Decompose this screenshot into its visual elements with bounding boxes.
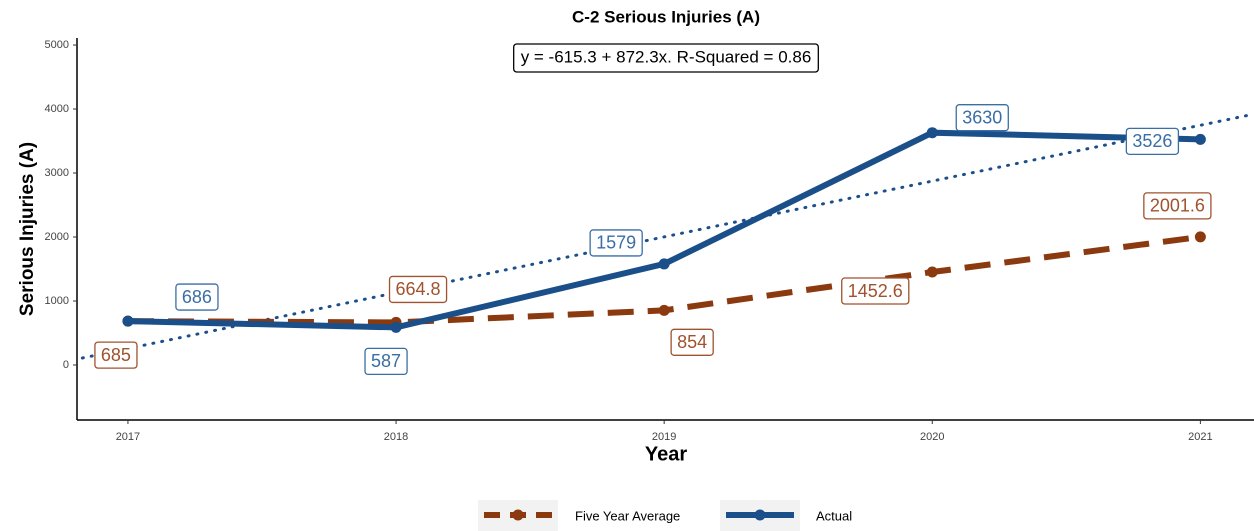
y-tick-label: 5000	[45, 39, 69, 51]
data-label-box	[94, 341, 138, 369]
x-tick-label: 2021	[1188, 431, 1212, 443]
point	[658, 304, 670, 316]
point	[390, 321, 402, 333]
data-label-box	[1125, 127, 1180, 156]
series-line	[127, 129, 1201, 331]
point	[122, 315, 134, 327]
y-tick-label: 4000	[45, 103, 69, 115]
y-tick-label: 3000	[45, 167, 69, 179]
data-label-box	[670, 328, 714, 356]
data-label: 3526	[1125, 127, 1180, 156]
data-label: 2001.6	[1143, 192, 1212, 220]
data-label-box	[955, 104, 1009, 132]
x-axis-title: Year	[645, 443, 687, 465]
data-label-text: 587	[371, 351, 401, 371]
x-tick-label: 2018	[384, 431, 408, 443]
data-label-text: 3526	[1132, 131, 1172, 151]
annotation-box	[513, 43, 819, 73]
data-label-box	[175, 283, 219, 311]
data-label: 686	[175, 283, 219, 311]
data-label-box	[589, 229, 643, 257]
chart-title: C-2 Serious Injuries (A)	[572, 7, 760, 26]
y-tick-label: 0	[63, 359, 69, 371]
data-label-text: 664.8	[396, 279, 441, 299]
point	[1194, 231, 1206, 243]
data-label: 587	[364, 347, 408, 376]
point	[926, 266, 938, 278]
data-label: 3630	[955, 104, 1009, 132]
data-label: 1452.6	[841, 277, 910, 305]
data-label-box	[364, 347, 408, 376]
legend-label: Five Year Average	[575, 508, 680, 523]
data-label-box	[841, 277, 910, 305]
y-tick-label: 1000	[45, 295, 69, 307]
legend-label: Actual	[816, 508, 852, 523]
data-label-box	[388, 275, 448, 304]
legend-marker	[754, 509, 766, 521]
data-label: 854	[670, 328, 714, 356]
y-tick-label: 2000	[45, 231, 69, 243]
data-label-box	[1143, 192, 1212, 220]
y-axis-title: Serious Injuries (A)	[17, 142, 38, 316]
data-label: 664.8	[388, 275, 448, 304]
point	[1194, 133, 1206, 145]
x-tick-label: 2019	[652, 431, 676, 443]
x-tick-label: 2017	[116, 431, 140, 443]
data-label-text: 686	[182, 287, 212, 307]
data-label-text: 1452.6	[848, 281, 903, 301]
data-label-text: 685	[101, 345, 131, 365]
data-label-text: 3630	[962, 107, 1002, 127]
data-label-text: 854	[677, 332, 707, 352]
annotation-text: y = -615.3 + 872.3x. R-Squared = 0.86	[521, 47, 812, 66]
point	[658, 258, 670, 270]
data-label: 1579	[589, 229, 643, 257]
legend-marker	[512, 509, 524, 521]
data-label: 685	[94, 341, 138, 369]
data-label-text: 2001.6	[1150, 196, 1205, 216]
x-tick-label: 2020	[920, 431, 944, 443]
annotation: y = -615.3 + 872.3x. R-Squared = 0.86	[513, 43, 819, 73]
point	[926, 127, 938, 139]
data-label-text: 1579	[596, 233, 636, 253]
trend-line	[80, 112, 1254, 360]
